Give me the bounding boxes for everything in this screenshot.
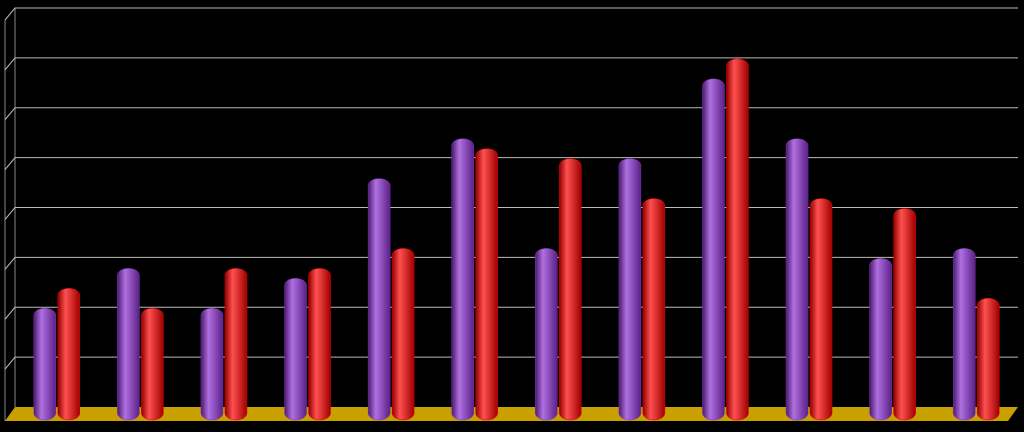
bar	[284, 278, 307, 421]
bar	[559, 158, 582, 421]
grid-line	[4, 207, 1018, 220]
bar	[809, 198, 833, 421]
bar	[642, 198, 666, 421]
bar	[33, 308, 57, 421]
bar	[308, 268, 331, 421]
bar	[785, 138, 809, 421]
bar	[117, 268, 140, 421]
grid-line	[4, 7, 1018, 21]
bar	[952, 248, 976, 421]
grid-line	[4, 107, 1018, 121]
bar	[475, 148, 498, 421]
bar	[224, 268, 248, 421]
grid-line	[4, 306, 1018, 320]
bar	[726, 58, 749, 421]
grid-line	[4, 57, 1018, 71]
bar	[57, 288, 81, 421]
bar	[200, 308, 224, 421]
bar	[869, 258, 892, 421]
floor	[5, 407, 1018, 421]
bar	[451, 138, 474, 421]
bar	[391, 248, 415, 421]
bar	[976, 298, 1000, 421]
grid-line	[4, 256, 1018, 270]
bar	[367, 178, 391, 421]
bar	[893, 208, 916, 421]
grid-line	[4, 356, 1018, 370]
bar	[535, 248, 558, 421]
bar	[618, 158, 642, 421]
grid-line	[4, 157, 1018, 170]
bar	[702, 78, 725, 421]
bar	[141, 308, 164, 421]
